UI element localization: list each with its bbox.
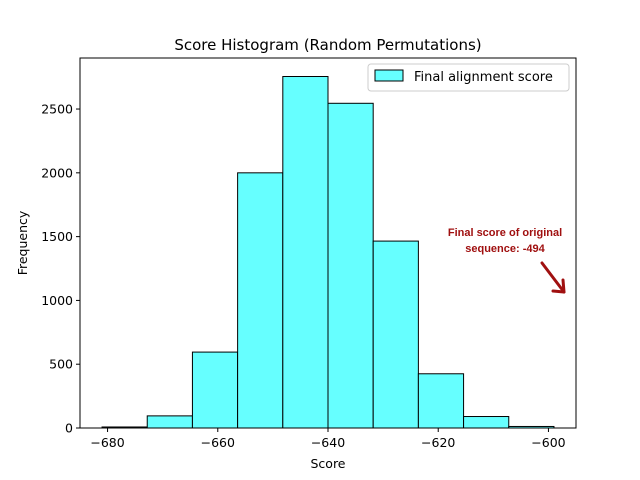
bars-group bbox=[101, 76, 555, 429]
legend: Final alignment score bbox=[367, 63, 570, 92]
x-tick-label: −680 bbox=[90, 435, 124, 450]
x-axis-label: Score bbox=[310, 456, 345, 471]
legend-label: Final alignment score bbox=[414, 70, 553, 85]
histogram-bar bbox=[282, 76, 329, 429]
y-tick-label: 2500 bbox=[41, 102, 73, 117]
y-axis-label: Frequency bbox=[15, 210, 30, 275]
legend-box bbox=[367, 63, 570, 92]
x-tick-label: −660 bbox=[201, 435, 235, 450]
histogram-bar bbox=[463, 416, 510, 429]
y-tick-label: 1000 bbox=[41, 293, 73, 308]
y-tick-label: 2000 bbox=[41, 165, 73, 180]
y-axis-ticks: 0 500 1000 1500 2000 2500 bbox=[41, 102, 80, 436]
y-tick-label: 500 bbox=[49, 357, 73, 372]
annotation: Final score of original sequence: -494 bbox=[448, 227, 566, 294]
x-tick-label: −620 bbox=[421, 435, 455, 450]
annotation-text-line2: sequence: -494 bbox=[465, 243, 545, 255]
histogram-bar bbox=[327, 102, 374, 429]
y-tick-label: 1500 bbox=[41, 229, 73, 244]
annotation-text-line1: Final score of original bbox=[448, 227, 562, 239]
legend-swatch bbox=[374, 69, 404, 82]
y-tick-label: 0 bbox=[65, 421, 73, 436]
histogram-bar bbox=[237, 172, 284, 429]
chart-title: Score Histogram (Random Permutations) bbox=[174, 36, 481, 54]
x-tick-label: −600 bbox=[531, 435, 565, 450]
histogram-bar bbox=[146, 415, 193, 429]
histogram-bar bbox=[191, 351, 239, 429]
x-tick-label: −640 bbox=[311, 435, 345, 450]
x-axis-ticks: −680 −660 −640 −620 −600 bbox=[90, 428, 566, 450]
histogram-bar bbox=[417, 373, 465, 429]
histogram-bar bbox=[372, 240, 419, 429]
annotation-arrow-icon bbox=[540, 261, 566, 294]
